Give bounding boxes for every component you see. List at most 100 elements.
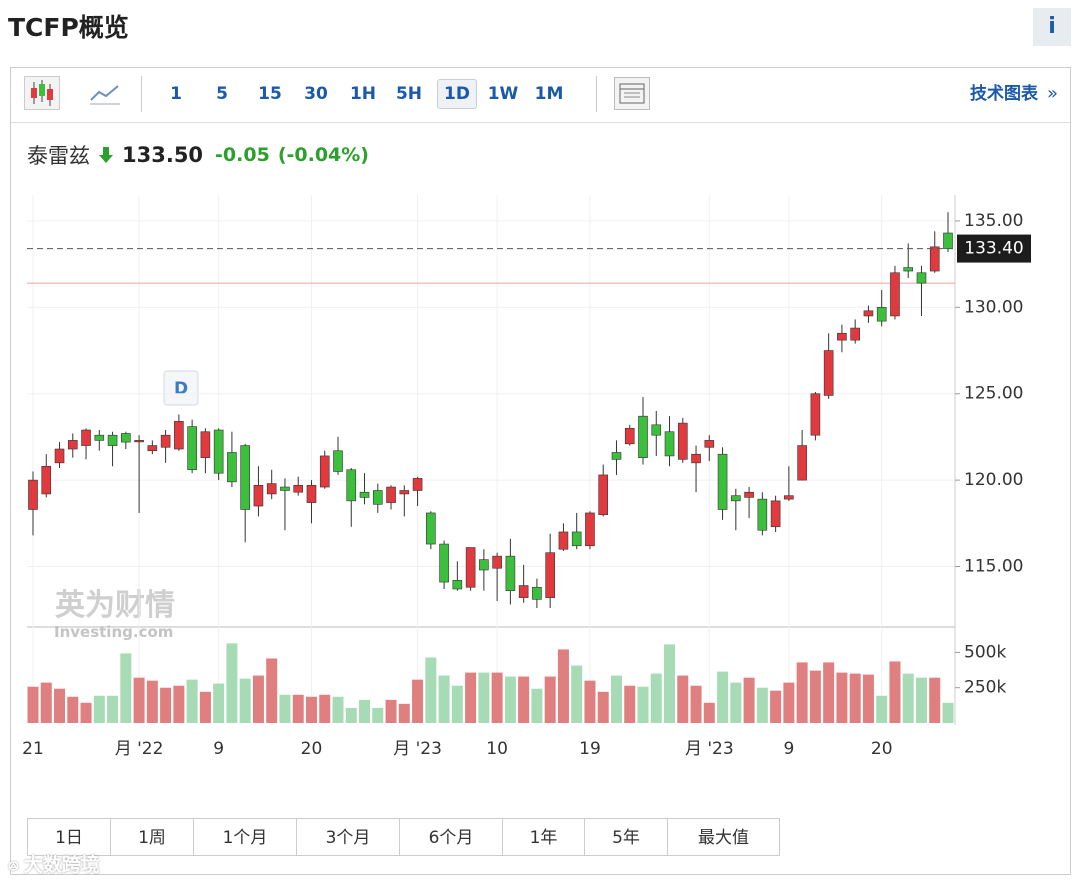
candle-body	[837, 332, 847, 341]
interval-button[interactable]: 1	[170, 84, 182, 104]
candle-body	[823, 350, 834, 396]
candle-body	[439, 543, 449, 583]
event-marker-label: D	[174, 379, 188, 399]
range-button[interactable]: 5年	[584, 818, 668, 856]
candle-body	[518, 585, 529, 598]
volume-bar	[823, 662, 835, 723]
volume-bar	[677, 675, 689, 723]
volume-bar	[345, 707, 357, 723]
volume-bar	[279, 694, 291, 723]
candle-body	[452, 580, 463, 590]
candle-body	[585, 512, 595, 547]
candle-body	[797, 445, 807, 481]
volume-bar	[252, 675, 264, 723]
interval-button[interactable]: 1W	[487, 84, 519, 104]
instrument-name: 泰雷兹	[27, 144, 90, 168]
candle-body	[492, 555, 502, 569]
more-arrow[interactable]: »	[1046, 83, 1058, 104]
line-icon[interactable]	[88, 80, 122, 108]
watermark-brand: 英为财情	[55, 588, 175, 623]
volume-bar	[67, 696, 79, 723]
candle-body	[545, 552, 555, 598]
candle-body	[744, 491, 754, 498]
info-button[interactable]: i	[1033, 8, 1071, 46]
candle-body	[664, 431, 675, 457]
watermark-site: Investing.com	[54, 623, 173, 641]
candle-body	[571, 531, 582, 547]
volume-bar	[703, 702, 715, 723]
volume-bar	[412, 679, 424, 723]
volume-bar	[438, 675, 450, 723]
interval-button[interactable]: 1M	[534, 84, 564, 104]
candle-body	[677, 422, 688, 460]
candle-body	[558, 531, 569, 550]
volume-bar	[93, 695, 105, 723]
candle-body	[240, 445, 250, 510]
corner-watermark-text: 大数跨境	[23, 854, 100, 876]
candle-icon[interactable]	[24, 76, 60, 110]
interval-button[interactable]: 1D	[437, 79, 477, 109]
candle-body	[333, 450, 343, 472]
x-tick-label: 21	[22, 739, 44, 759]
event-marker[interactable]	[163, 370, 199, 406]
volume-bar	[889, 661, 901, 723]
last-price: 133.50	[122, 143, 204, 167]
volume-bar	[624, 685, 636, 723]
candle-body	[638, 415, 648, 458]
interval-button[interactable]: 5	[216, 84, 228, 104]
volume-bar	[226, 643, 238, 723]
range-button[interactable]: 1个月	[193, 818, 297, 856]
price-change-percent: (-0.04%)	[277, 144, 369, 166]
candle-body	[731, 495, 741, 502]
interval-button[interactable]: 1H	[349, 84, 377, 104]
candle-body	[94, 434, 105, 441]
volume-bar	[902, 673, 914, 723]
range-button[interactable]: 1年	[502, 818, 585, 856]
volume-bar	[743, 677, 755, 723]
candle-body	[107, 434, 118, 446]
interval-button[interactable]: 30	[304, 84, 328, 104]
interval-button[interactable]: 15	[258, 84, 282, 104]
volume-bar	[425, 657, 437, 723]
candle-body	[850, 327, 860, 341]
x-tick-label: 10	[486, 739, 508, 759]
volume-bar	[107, 695, 119, 723]
candle-body	[757, 498, 768, 531]
volume-bar	[133, 677, 145, 723]
volume-bar	[610, 675, 622, 723]
candle-body	[359, 491, 370, 498]
candle-body	[505, 555, 516, 592]
candle-body	[916, 272, 927, 284]
volume-bar	[544, 676, 556, 723]
layout-icon[interactable]	[614, 77, 650, 110]
volume-bar	[915, 677, 927, 723]
candle-body	[611, 452, 622, 460]
range-button[interactable]: 1周	[110, 818, 194, 856]
candle-body	[319, 455, 330, 488]
volume-bar	[160, 687, 172, 723]
candle-body	[174, 421, 184, 450]
volume-bar	[796, 662, 808, 723]
range-button[interactable]: 1日	[27, 818, 111, 856]
candle-body	[121, 433, 131, 443]
volume-bar	[650, 673, 662, 723]
y-tick-label: 130.00	[964, 297, 1023, 317]
volume-bar	[332, 696, 344, 723]
volume-bar	[637, 686, 649, 723]
x-tick-label: 20	[871, 739, 893, 759]
candle-body	[691, 453, 701, 464]
separator	[141, 76, 142, 112]
interval-button[interactable]: 5H	[395, 84, 423, 104]
volume-bar	[319, 694, 331, 723]
volume-bar	[929, 677, 941, 723]
x-tick-label: 20	[301, 739, 323, 759]
volume-bar	[478, 672, 490, 723]
volume-bar	[54, 688, 66, 723]
range-button[interactable]: 3个月	[296, 818, 400, 856]
volume-bar	[504, 676, 516, 723]
range-button[interactable]: 6个月	[399, 818, 503, 856]
advanced-chart-link[interactable]: 技术图表	[970, 84, 1038, 104]
range-button[interactable]: 最大值	[667, 818, 780, 856]
volume-bar	[597, 691, 609, 723]
